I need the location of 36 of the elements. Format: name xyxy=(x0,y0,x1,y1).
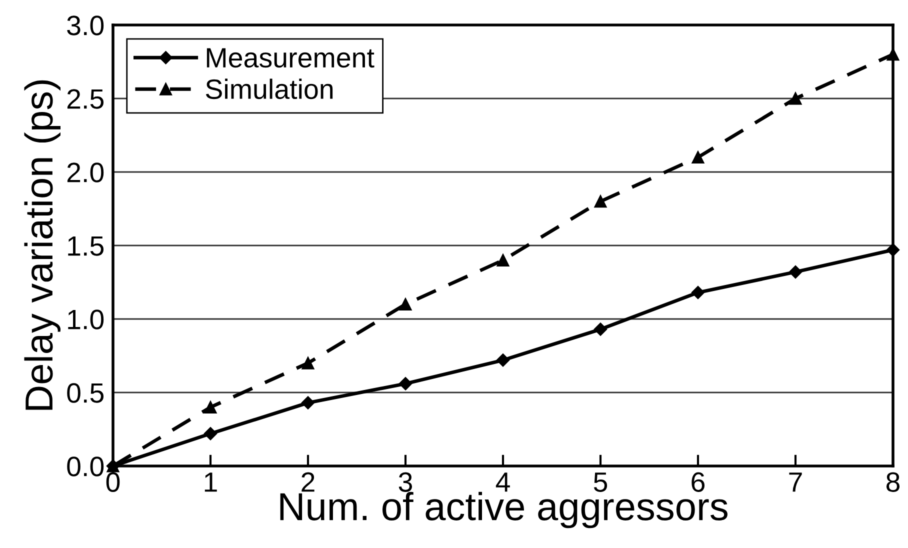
point xyxy=(204,427,218,440)
y-tick-label: 2.0 xyxy=(67,162,104,182)
point xyxy=(301,396,315,410)
y-tick-label: 0.0 xyxy=(67,456,104,476)
x-tick-label: 8 xyxy=(886,472,900,492)
y-tick-label: 1.5 xyxy=(68,236,104,256)
x-tick-label: 0 xyxy=(106,472,120,492)
x-tick-label: 3 xyxy=(398,472,412,492)
x-tick-label: 1 xyxy=(204,472,217,492)
legend-label: Measurement xyxy=(206,48,374,68)
point xyxy=(692,151,704,164)
point xyxy=(399,298,412,311)
point xyxy=(691,286,705,300)
point xyxy=(398,377,412,390)
y-tick-label: 3.0 xyxy=(67,16,104,36)
point xyxy=(594,322,608,336)
x-tick-label: 4 xyxy=(496,472,510,492)
point xyxy=(302,356,314,370)
x-tick-label: 6 xyxy=(692,472,705,492)
y-tick-label: 1.0 xyxy=(68,310,104,330)
point xyxy=(594,195,607,208)
point xyxy=(789,92,802,105)
x-tick-label: 2 xyxy=(302,472,314,492)
point xyxy=(788,265,802,279)
x-axis-title: Num. of active aggressors xyxy=(280,492,728,528)
y-tick-label: 2.5 xyxy=(67,89,104,109)
point xyxy=(496,354,510,367)
point xyxy=(496,254,510,266)
y-axis-title: Delay variation (ps) xyxy=(24,80,60,410)
x-tick-label: 7 xyxy=(789,472,802,492)
y-tick-label: 0.5 xyxy=(67,383,104,403)
point xyxy=(886,243,900,256)
point xyxy=(204,400,217,414)
x-tick-label: 5 xyxy=(594,472,608,492)
point xyxy=(886,48,900,61)
legend-label: Simulation xyxy=(206,78,333,100)
